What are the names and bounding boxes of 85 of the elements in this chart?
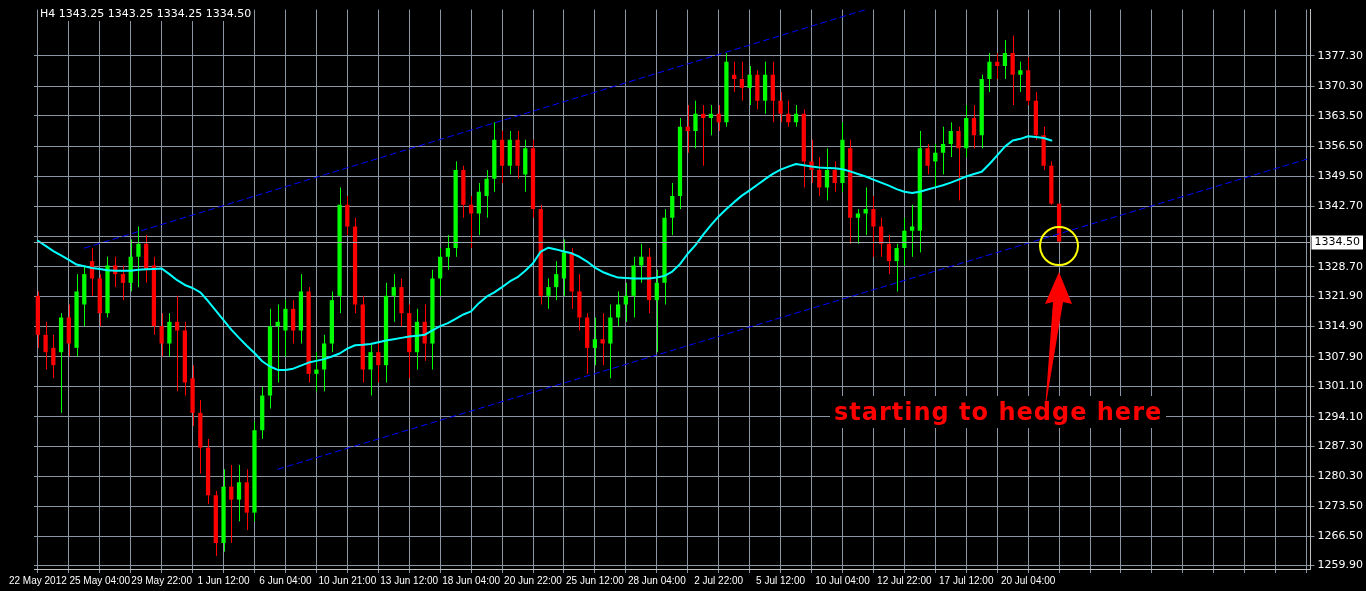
candlestick — [291, 299, 296, 345]
y-tick-label: 1307.90 — [1317, 349, 1364, 363]
candlestick — [1018, 61, 1023, 93]
x-tick-label: 22 May 2012 — [8, 574, 68, 586]
candlestick — [229, 464, 234, 544]
candlestick — [159, 312, 164, 358]
candlestick — [654, 269, 659, 353]
x-tick-label: 28 Jun 04:00 — [627, 574, 687, 586]
candlestick — [824, 147, 830, 201]
x-tick-label: 20 Jun 22:00 — [504, 574, 563, 586]
candlestick — [484, 169, 489, 219]
y-tick-label: 1321.90 — [1317, 289, 1364, 303]
candlestick — [1010, 35, 1015, 106]
candlestick — [817, 156, 822, 197]
candlestick — [956, 126, 961, 201]
y-tick-label: 1328.70 — [1317, 259, 1364, 273]
y-tick-label: 1259.90 — [1317, 557, 1364, 571]
y-tick-label: 1314.90 — [1317, 319, 1364, 333]
candlestick — [236, 464, 242, 522]
candlestick — [925, 143, 930, 175]
candlestick — [51, 334, 56, 379]
candlestick — [554, 260, 559, 301]
ref-line-label: 1334.50 — [1314, 235, 1361, 249]
candlestick — [345, 195, 350, 236]
x-tick-label: 5 Jul 12:00 — [756, 574, 806, 586]
y-tick-label: 1287.30 — [1317, 439, 1364, 453]
y-tick-label: 1294.10 — [1317, 409, 1364, 423]
x-tick-label: 10 Jun 21:00 — [318, 574, 377, 586]
candlestick — [909, 204, 915, 258]
candlestick — [391, 273, 396, 323]
candlestick — [693, 100, 698, 149]
x-tick-label: 6 Jun 04:00 — [259, 574, 313, 586]
candlestick — [438, 247, 443, 297]
candlestick — [948, 121, 953, 158]
candlestick — [120, 264, 126, 301]
candlestick — [879, 217, 884, 258]
candlestick — [894, 243, 899, 292]
candlestick — [600, 312, 605, 366]
candlestick — [971, 104, 977, 149]
candlestick — [832, 160, 837, 193]
candlestick — [987, 52, 992, 93]
x-tick-label: 18 Jun 04:00 — [442, 574, 501, 586]
candlestick — [778, 91, 783, 123]
y-tick-label: 1266.50 — [1317, 529, 1364, 543]
x-tick-label: 25 May 04:00 — [69, 574, 131, 586]
candlestick — [739, 61, 745, 102]
y-tick-label: 1273.50 — [1317, 498, 1364, 512]
y-tick-label: 1370.30 — [1317, 79, 1364, 93]
candlestick — [376, 343, 381, 384]
candlestick — [670, 182, 675, 236]
chart-title: H4 1343.25 1343.25 1334.25 1334.50 — [38, 6, 254, 21]
candlestick — [1002, 39, 1008, 80]
x-tick-label: 17 Jul 12:00 — [938, 574, 994, 586]
candlestick — [855, 208, 861, 245]
candlestick — [445, 234, 451, 271]
x-tick-label: 29 May 22:00 — [131, 574, 193, 586]
candlestick — [615, 290, 621, 327]
x-tick-label: 25 Jun 12:00 — [565, 574, 625, 586]
y-tick-label: 1363.50 — [1317, 108, 1364, 122]
x-tick-label: 1 Jun 12:00 — [197, 574, 251, 586]
x-tick-label: 12 Jul 22:00 — [877, 574, 933, 586]
x-tick-label: 13 Jun 12:00 — [380, 574, 439, 586]
candlestick — [283, 299, 288, 358]
candlestick — [43, 321, 48, 371]
candlestick — [940, 126, 946, 175]
x-tick-label: 10 Jul 04:00 — [815, 574, 871, 586]
y-tick-label: 1349.50 — [1317, 169, 1364, 183]
candlestick — [747, 65, 752, 106]
y-tick-label: 1301.10 — [1317, 379, 1364, 393]
candlestick — [476, 182, 481, 236]
candlestick — [136, 225, 141, 288]
x-tick-label: 2 Jul 22:00 — [694, 574, 744, 586]
candlestick — [368, 343, 373, 397]
x-tick-label: 20 Jul 04:00 — [1000, 574, 1056, 586]
candlestick — [314, 351, 319, 392]
candlestick — [886, 234, 891, 275]
y-tick-label: 1356.50 — [1317, 139, 1364, 153]
y-tick-label: 1377.30 — [1317, 48, 1364, 62]
candlestick — [546, 277, 551, 310]
y-tick-label: 1342.70 — [1317, 198, 1364, 212]
annotation: starting to hedge here — [830, 396, 1167, 428]
y-tick-label: 1280.30 — [1317, 469, 1364, 483]
candlestick — [592, 316, 598, 366]
candlestick — [871, 195, 876, 258]
candlestick — [167, 312, 172, 358]
